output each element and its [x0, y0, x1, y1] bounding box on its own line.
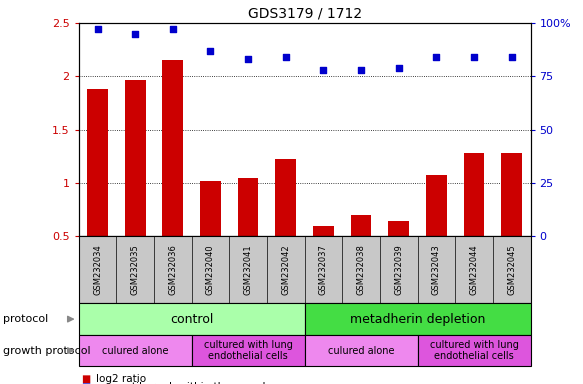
Bar [125, 79, 146, 236]
Text: GSM232045: GSM232045 [507, 245, 516, 295]
Bar [200, 181, 221, 236]
Text: cultured with lung
endothelial cells: cultured with lung endothelial cells [430, 340, 518, 361]
Bar [163, 60, 183, 236]
Text: GSM232041: GSM232041 [244, 245, 252, 295]
Point [131, 31, 140, 37]
Text: GSM232039: GSM232039 [394, 244, 403, 295]
Point [507, 54, 517, 60]
Bar [501, 153, 522, 236]
Text: ■: ■ [82, 374, 91, 384]
Bar [87, 89, 108, 236]
Text: GSM232040: GSM232040 [206, 245, 215, 295]
Text: GSM232034: GSM232034 [93, 244, 102, 295]
Bar [351, 215, 371, 236]
Point [168, 26, 177, 33]
Point [93, 26, 102, 33]
Text: culured alone: culured alone [102, 346, 168, 356]
Bar [463, 153, 484, 236]
Point [206, 48, 215, 54]
Point [281, 54, 290, 60]
Text: percentile rank within the sample: percentile rank within the sample [96, 382, 272, 384]
Text: GSM232038: GSM232038 [357, 244, 366, 295]
Point [356, 67, 366, 73]
Point [244, 56, 253, 62]
Text: cultured with lung
endothelial cells: cultured with lung endothelial cells [203, 340, 293, 361]
Text: ■: ■ [82, 382, 91, 384]
Text: log2 ratio: log2 ratio [96, 374, 146, 384]
Text: control: control [170, 313, 213, 326]
Bar [313, 225, 334, 236]
Bar [426, 175, 447, 236]
Bar [238, 177, 258, 236]
Text: GSM232043: GSM232043 [432, 244, 441, 295]
Bar [275, 159, 296, 236]
Bar [388, 221, 409, 236]
Text: GSM232044: GSM232044 [469, 245, 479, 295]
Text: GSM232036: GSM232036 [168, 244, 177, 295]
Point [432, 54, 441, 60]
Text: protocol: protocol [3, 314, 48, 324]
Point [319, 67, 328, 73]
Point [394, 65, 403, 71]
Point [469, 54, 479, 60]
Text: GSM232037: GSM232037 [319, 244, 328, 295]
Title: GDS3179 / 1712: GDS3179 / 1712 [248, 7, 361, 20]
Text: GSM232035: GSM232035 [131, 244, 140, 295]
Text: GSM232042: GSM232042 [281, 245, 290, 295]
Text: growth protocol: growth protocol [3, 346, 90, 356]
Text: culured alone: culured alone [328, 346, 394, 356]
Text: metadherin depletion: metadherin depletion [350, 313, 485, 326]
